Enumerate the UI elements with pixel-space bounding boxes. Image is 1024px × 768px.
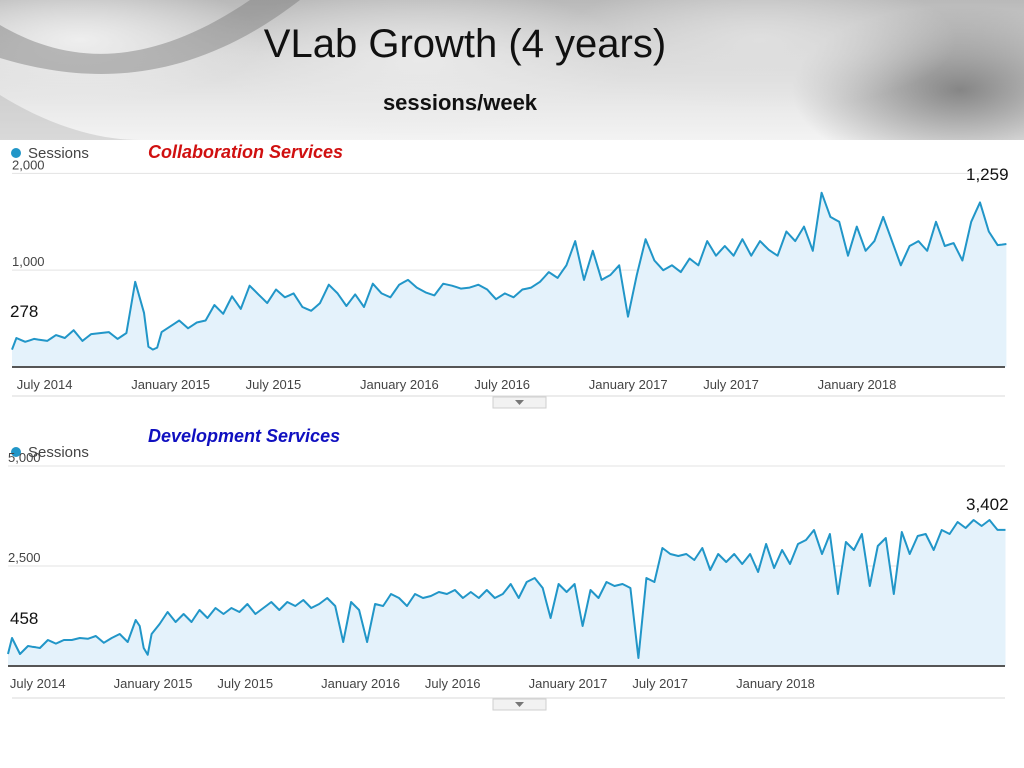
legend-swatch-dot	[11, 148, 21, 158]
collaboration-end-value: 1,259	[966, 165, 1009, 184]
y-tick-label: 2,000	[12, 157, 45, 172]
development-chart-panel: Sessions 5,000 2,500 July 2014 January 2015 J…	[0, 424, 1024, 714]
logo-swoosh	[0, 0, 300, 140]
x-tick-label: January 2018	[818, 377, 897, 392]
x-tick-label: January 2015	[114, 676, 193, 691]
header-banner	[0, 0, 1024, 140]
x-tick-label: July 2017	[703, 377, 759, 392]
chevron-down-icon	[515, 702, 524, 707]
x-tick-label: July 2016	[425, 676, 481, 691]
x-tick-label: July 2015	[246, 377, 302, 392]
x-tick-label: January 2018	[736, 676, 815, 691]
development-start-value: 458	[10, 609, 39, 628]
x-tick-label: January 2016	[321, 676, 400, 691]
x-tick-label: July 2017	[632, 676, 688, 691]
legend-label-sessions: Sessions	[28, 444, 89, 461]
page-subtitle: sessions/week	[382, 90, 538, 115]
x-tick-label: January 2016	[360, 377, 439, 392]
x-tick-label: July 2015	[217, 676, 273, 691]
x-tick-label: July 2014	[17, 377, 73, 392]
page-title: VLab Growth (4 years)	[263, 22, 667, 66]
y-tick-label: 1,000	[12, 254, 45, 269]
development-services-label: Development Services	[148, 426, 341, 446]
series-line-sessions	[11, 191, 1007, 351]
x-tick-label: July 2014	[10, 676, 66, 691]
x-tick-label: January 2015	[131, 377, 210, 392]
legend-label-sessions: Sessions	[28, 145, 89, 162]
series-line-sessions	[7, 519, 1006, 659]
x-tick-label: January 2017	[529, 676, 608, 691]
series-area-fill	[8, 520, 1006, 666]
x-tick-label: July 2016	[474, 377, 530, 392]
collaboration-start-value: 278	[10, 302, 39, 321]
collaboration-chart-panel: Sessions 2,000 1,000 July 2014 January 2015 J…	[0, 134, 1024, 414]
series-area-fill	[12, 192, 1007, 367]
chevron-down-icon	[515, 400, 524, 405]
x-tick-label: January 2017	[589, 377, 668, 392]
collaboration-services-label: Collaboration Services	[148, 142, 344, 162]
y-tick-label: 2,500	[8, 550, 41, 565]
development-end-value: 3,402	[966, 495, 1009, 514]
y-tick-label: 5,000	[8, 450, 41, 465]
legend-swatch-dot	[11, 447, 21, 457]
